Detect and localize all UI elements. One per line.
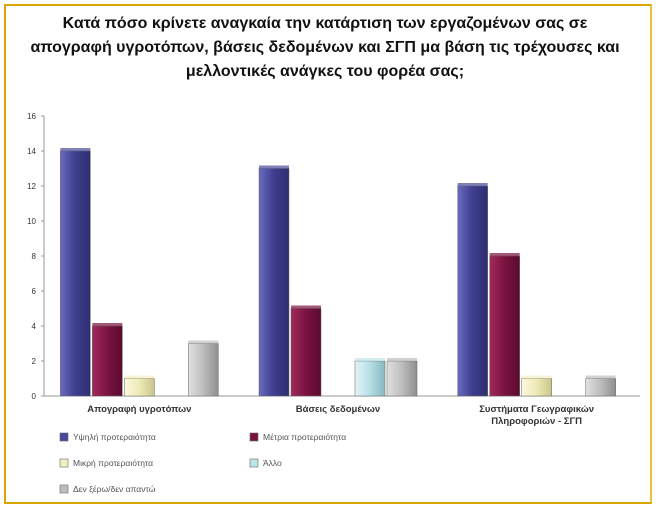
category-label: Συστήματα Γεωγραφικών Πληροφοριών - ΣΓΠ: [479, 404, 594, 427]
category-label: Απογραφή υγροτόπων: [87, 404, 191, 415]
bar: [290, 308, 322, 397]
chart-title: Κατά πόσο κρίνετε αναγκαία την κατάρτιση…: [30, 15, 620, 80]
bar-top: [291, 305, 321, 309]
legend: Υψηλή προτεραιότητα Μέτρια προτεραιότητα Μ…: [59, 432, 346, 494]
y-tick-label: 0: [32, 392, 37, 401]
y-tick-label: 12: [27, 182, 36, 191]
bar: [585, 378, 616, 397]
bar: [60, 150, 91, 397]
category-label: Βάσεις δεδομένων: [296, 404, 380, 415]
y-tick-label: 2: [32, 357, 37, 366]
bar-top: [60, 148, 91, 151]
legend-swatch: [59, 458, 69, 468]
bar: [489, 255, 520, 397]
y-tick-label: 10: [27, 217, 36, 226]
bar-top: [457, 183, 488, 186]
legend-label: Άλλο: [263, 458, 282, 468]
legend-label: Δεν ξέρω/δεν απαντώ: [73, 484, 156, 494]
bars-group: [60, 148, 616, 397]
bar-top: [585, 375, 616, 379]
legend-label: Μέτρια προτεραιότητα: [263, 432, 346, 442]
bar: [258, 168, 290, 397]
bar: [188, 343, 219, 397]
y-tick-label: 16: [27, 112, 36, 121]
y-tick-label: 14: [27, 147, 36, 156]
legend-swatch: [249, 458, 259, 468]
legend-swatch: [59, 484, 69, 494]
chart-frame: [4, 4, 652, 504]
y-tick-label: 4: [32, 322, 37, 331]
legend-label: Μικρή προτεραιότητα: [73, 458, 153, 468]
bar-top: [124, 375, 155, 379]
bar: [354, 360, 386, 397]
bar-top: [188, 340, 219, 344]
legend-label: Υψηλή προτεραιότητα: [73, 432, 156, 442]
bar-top: [387, 358, 417, 361]
legend-swatch: [249, 432, 259, 442]
bar: [92, 325, 123, 397]
bar: [124, 378, 155, 397]
bar-top: [259, 165, 289, 169]
bar-top: [355, 358, 385, 361]
bar-top: [521, 375, 552, 379]
bar-top: [92, 323, 123, 326]
y-tick-label: 6: [32, 287, 37, 296]
y-tick-label: 8: [32, 252, 37, 261]
bar: [386, 360, 418, 397]
bar: [521, 378, 552, 397]
bar-top: [489, 253, 520, 256]
bar: [457, 185, 488, 397]
legend-swatch: [59, 432, 69, 442]
category-labels: Απογραφή υγροτόπων Βάσεις δεδομένων Συστήμ…: [87, 404, 594, 427]
